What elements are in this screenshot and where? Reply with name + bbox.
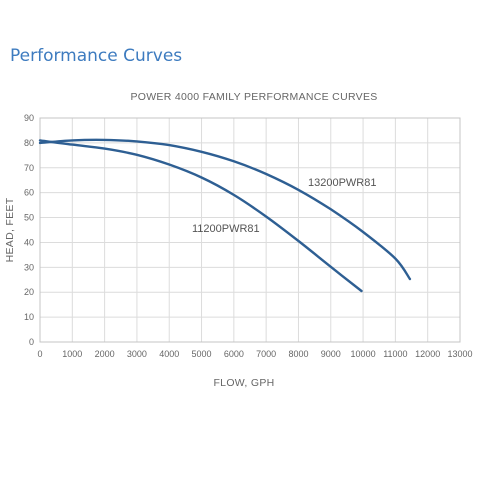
page-heading: Performance Curves <box>10 46 183 66</box>
x-tick-label: 11000 <box>383 349 407 359</box>
grid-lines <box>39 117 461 343</box>
x-tick-label: 0 <box>37 349 42 359</box>
y-tick-label: 60 <box>24 188 34 198</box>
x-tick-label: 1000 <box>62 349 82 359</box>
y-tick-label: 0 <box>29 337 34 347</box>
x-axis-label: FLOW, GPH <box>213 377 274 389</box>
series-label: 13200PWR81 <box>308 177 377 189</box>
series-line-13200PWR81 <box>38 138 412 281</box>
x-tick-label: 9000 <box>321 349 341 359</box>
y-tick-label: 80 <box>24 138 34 148</box>
x-tick-label: 4000 <box>159 349 179 359</box>
x-tick-label: 7000 <box>256 349 276 359</box>
x-tick-label: 6000 <box>224 349 244 359</box>
series-lines <box>38 138 412 293</box>
y-tick-label: 20 <box>24 287 34 297</box>
tick-labels: 0 1000 2000 3000 4000 5000 6000 7000 8000 9000 100… <box>24 113 473 359</box>
series-label: 11200PWR81 <box>192 223 260 235</box>
y-axis-label: HEAD, FEET <box>4 197 16 262</box>
plot-frame <box>39 117 461 343</box>
y-tick-label: 30 <box>24 262 34 272</box>
y-tick-label: 50 <box>24 213 34 223</box>
chart-title: POWER 4000 FAMILY PERFORMANCE CURVES <box>130 91 377 103</box>
x-tick-label: 10000 <box>351 349 376 359</box>
x-tick-label: 2000 <box>95 349 115 359</box>
y-tick-label: 10 <box>24 312 34 322</box>
y-tick-label: 90 <box>24 113 34 123</box>
x-tick-label: 3000 <box>127 349 147 359</box>
x-tick-label: 5000 <box>192 349 212 359</box>
x-tick-label: 8000 <box>288 349 308 359</box>
x-tick-label: 13000 <box>447 349 472 359</box>
y-tick-label: 40 <box>24 237 34 247</box>
x-tick-label: 12000 <box>415 349 440 359</box>
series-labels: 11200PWR81 13200PWR81 <box>192 177 377 235</box>
y-tick-label: 70 <box>24 163 34 173</box>
series-line-11200PWR81 <box>38 139 363 293</box>
